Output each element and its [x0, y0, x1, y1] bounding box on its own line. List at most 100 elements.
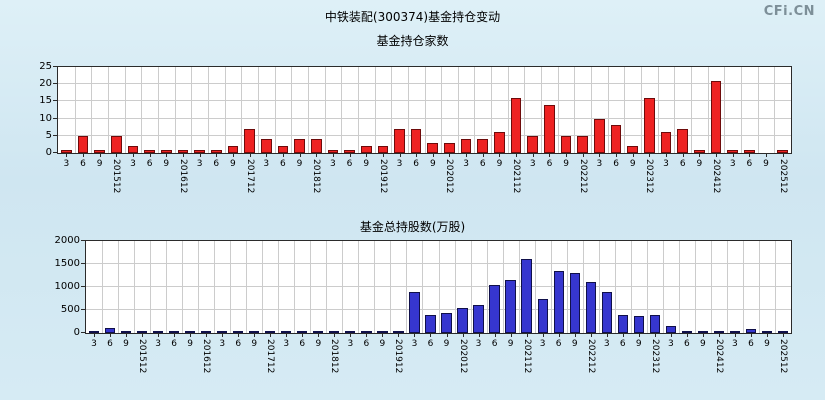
x-axis-tick-label: 6: [107, 339, 113, 349]
vertical-gridline: [566, 241, 568, 333]
data-bar: [560, 135, 572, 153]
x-axis-tick: [398, 333, 400, 337]
x-axis-tick-label: 9: [230, 159, 236, 169]
x-axis-tick: [66, 153, 68, 157]
data-bar: [249, 331, 260, 333]
vertical-gridline: [342, 241, 344, 333]
data-bar: [144, 149, 155, 153]
data-bar: [585, 282, 596, 333]
data-bar: [460, 139, 472, 153]
data-bar: [457, 307, 468, 333]
vertical-gridline: [491, 67, 493, 153]
data-bar: [694, 149, 705, 153]
data-bar: [777, 331, 789, 333]
x-axis-tick-label: 6: [413, 159, 420, 169]
vertical-gridline: [230, 241, 232, 333]
data-bar: [633, 315, 644, 333]
x-axis-tick-label: 3: [219, 339, 226, 349]
vertical-gridline: [358, 241, 360, 333]
data-bar: [510, 97, 522, 153]
fund-count-plot-area: 0 5 10 15 20 25 3 6 9 201512 3 6 9 201612 3 6 9 201712 3 6 9…: [39, 61, 792, 193]
data-bar: [744, 149, 755, 153]
vertical-gridline: [707, 67, 709, 153]
data-bar: [681, 331, 692, 333]
x-axis-tick: [249, 153, 251, 157]
x-axis-tick: [638, 333, 640, 337]
data-bar: [410, 128, 422, 153]
x-axis-tick-label: 9: [251, 339, 258, 349]
y-axis-tick: [81, 240, 85, 241]
x-axis-tick: [302, 333, 304, 337]
vertical-gridline: [502, 241, 504, 333]
x-axis-tick: [549, 153, 551, 157]
x-axis-tick-label: 201612: [201, 339, 212, 374]
data-bar: [260, 139, 272, 153]
vertical-gridline: [742, 241, 744, 333]
vertical-gridline: [198, 241, 200, 333]
vertical-gridline: [182, 241, 184, 333]
x-axis-tick-label: 6: [546, 159, 553, 169]
data-bar: [627, 146, 639, 153]
x-axis-tick: [416, 153, 418, 157]
data-bar: [88, 331, 100, 333]
vertical-gridline: [457, 67, 459, 153]
x-axis-tick: [622, 333, 624, 337]
vertical-gridline: [324, 67, 326, 153]
data-bar: [127, 146, 139, 153]
vertical-gridline: [694, 241, 696, 333]
x-axis-tick: [126, 333, 128, 337]
x-axis-tick: [206, 333, 208, 337]
x-axis-tick: [166, 153, 168, 157]
y-axis-tick-label: 500: [60, 304, 80, 315]
x-axis-tick: [532, 153, 534, 157]
x-axis-tick-label: 9: [429, 159, 436, 169]
x-axis-tick: [599, 153, 601, 157]
fund-shares-plot-area: 0 500 1000 1500 2000 3 6 9 201512 3 6 9 201612 3 6 9 201…: [55, 235, 792, 373]
data-bar: [185, 331, 196, 333]
y-axis-tick: [81, 309, 85, 310]
x-axis-tick: [654, 333, 656, 337]
x-axis-tick-label: 202112: [511, 159, 522, 194]
vertical-gridline: [374, 67, 376, 153]
y-axis-tick: [81, 286, 85, 287]
data-bar: [94, 149, 105, 153]
x-axis-tick: [286, 333, 288, 337]
x-axis-tick: [558, 333, 560, 337]
x-axis-tick-label: 3: [347, 339, 354, 349]
vertical-gridline: [307, 67, 309, 153]
y-axis-tick-label: 15: [39, 95, 52, 107]
data-bar: [444, 142, 455, 153]
x-axis-tick: [238, 333, 240, 337]
x-axis-tick-label: 9: [315, 339, 322, 349]
x-axis-tick-label: 6: [363, 339, 370, 349]
horizontal-gridline: [58, 100, 791, 102]
x-axis-tick: [116, 153, 118, 157]
x-axis-tick: [270, 333, 272, 337]
vertical-gridline: [166, 241, 168, 333]
x-axis-tick: [449, 153, 451, 157]
x-axis-tick: [222, 333, 224, 337]
x-axis-tick: [366, 153, 368, 157]
vertical-gridline: [274, 67, 276, 153]
x-axis-tick: [266, 153, 268, 157]
vertical-gridline: [662, 241, 664, 333]
x-axis-tick: [590, 333, 592, 337]
vertical-gridline: [507, 67, 509, 153]
data-bar: [210, 149, 222, 153]
x-axis-tick-label: 3: [196, 159, 203, 169]
x-axis-tick-label: 6: [619, 339, 626, 349]
x-axis-tick-label: 6: [80, 159, 86, 169]
vertical-gridline: [630, 241, 632, 333]
x-axis-tick-label: 201812: [329, 339, 340, 374]
x-axis-tick: [382, 153, 384, 157]
data-bar: [713, 331, 725, 333]
data-bar: [660, 132, 672, 153]
x-axis-tick-label: 6: [427, 339, 434, 349]
x-axis-tick: [574, 333, 576, 337]
x-axis-tick-label: 3: [91, 339, 97, 349]
vertical-gridline: [241, 67, 243, 153]
x-axis-tick: [670, 333, 672, 337]
vertical-gridline: [757, 67, 759, 153]
horizontal-gridline: [58, 83, 791, 85]
x-axis-tick: [516, 153, 518, 157]
